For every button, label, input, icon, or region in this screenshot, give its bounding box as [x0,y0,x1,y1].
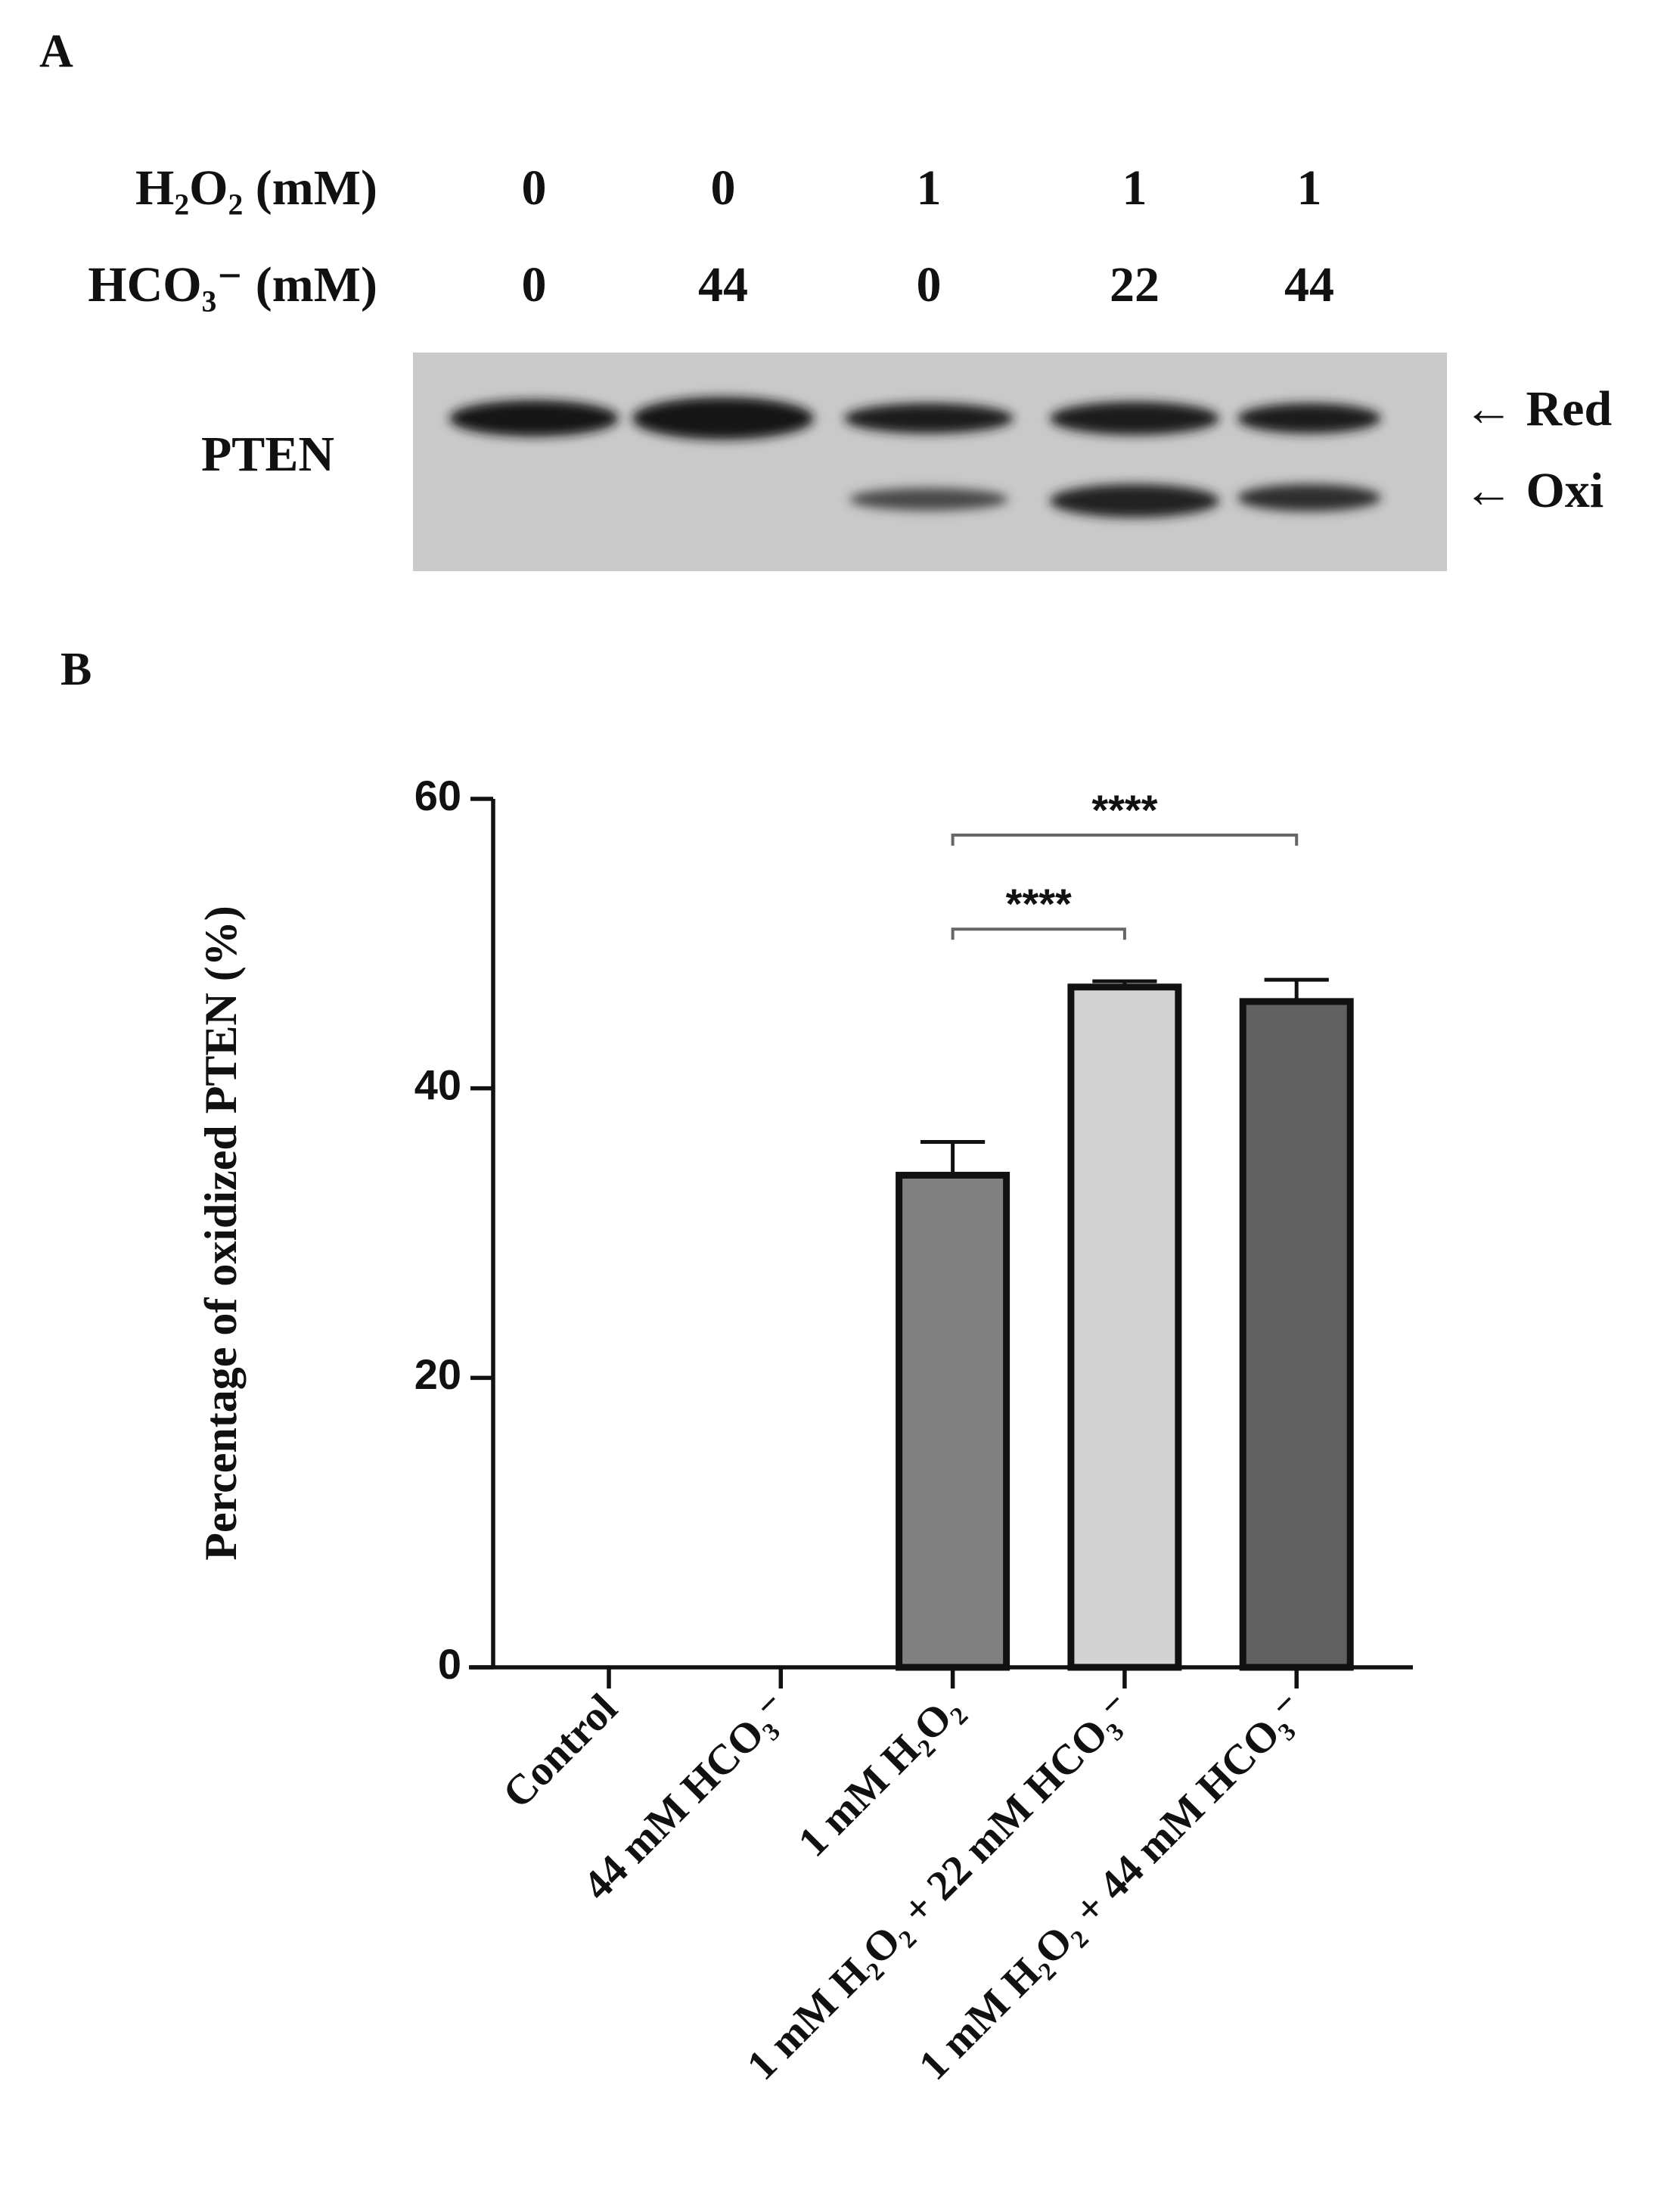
x-tick-label: Control [494,1685,626,1817]
band [1050,484,1219,517]
band [1237,484,1381,511]
lane-value: 1 [917,160,942,216]
band [849,488,1008,511]
band [1237,403,1381,433]
band-label: ← Red [1464,381,1612,436]
lane-value: 44 [698,257,748,312]
x-tick-label: 1 mM H₂O₂ [790,1685,970,1866]
y-tick-label: 60 [414,772,461,819]
y-tick-label: 40 [414,1061,461,1108]
lane-value: 0 [522,160,547,216]
lane-value: 1 [1297,160,1322,216]
lane-value: 44 [1284,257,1334,312]
band [449,400,619,436]
gel [413,353,1447,571]
row-values: 0 0 1 1 1 0 44 0 22 44 [522,160,1335,312]
y-tick-label: 20 [414,1350,461,1398]
significance-bracket [951,927,1126,940]
row-label: H₂O₂ (mM) [135,160,377,216]
significance-bracket [951,833,1299,846]
bar [1239,998,1354,1671]
row-label: HCO₃⁻ (mM) [88,257,377,312]
lane-value: 1 [1122,160,1147,216]
lane-value: 0 [917,257,942,312]
bar [896,1171,1011,1671]
bar [1067,983,1182,1671]
y-axis-label: Percentage of oxidized PTEN (%) [196,906,246,1560]
lane-value: 0 [711,160,736,216]
lane-value: 0 [522,257,547,312]
significance-label: **** [1091,786,1157,834]
band [632,397,814,440]
band [1050,402,1219,435]
panel-label: A [39,26,73,77]
protein-label: PTEN [201,427,334,482]
y-tick-label: 0 [438,1640,461,1688]
lane-value: 22 [1110,257,1160,312]
significance-label: **** [1006,880,1072,927]
panel-label: B [61,644,92,695]
band-label: ← Oxi [1464,463,1603,518]
gel-bands [449,397,1381,517]
band [844,403,1014,433]
